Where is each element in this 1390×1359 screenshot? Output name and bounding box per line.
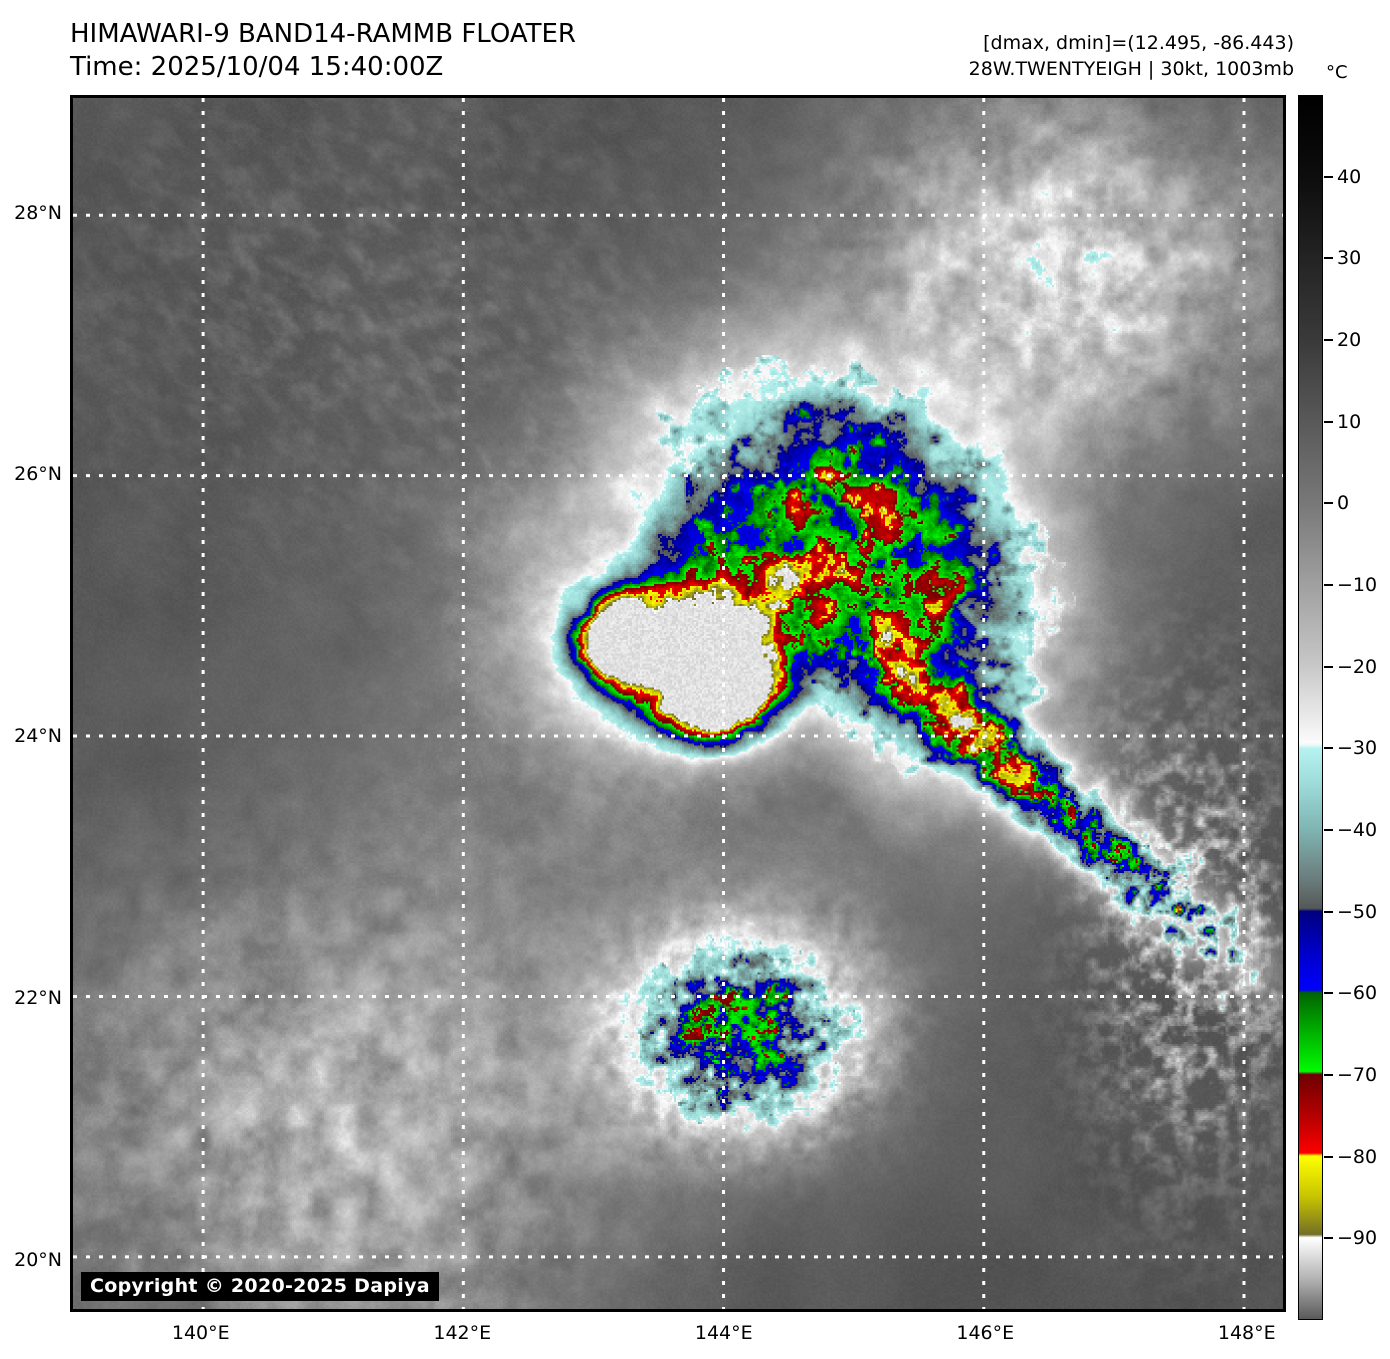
colorbar-tick-label: −50	[1337, 900, 1378, 923]
satellite-image-map[interactable]: Copyright © 2020-2025 Dapiya	[70, 95, 1286, 1312]
timestamp-label: Time: 2025/10/04 15:40:00Z	[70, 52, 444, 82]
colorbar-tick-mark	[1324, 420, 1333, 423]
dmax-dmin-label: [dmax, dmin]=(12.495, -86.443)	[983, 32, 1294, 54]
header-metadata-block: [dmax, dmin]=(12.495, -86.443) 28W.TWENT…	[734, 30, 1294, 82]
colorbar-tick-label: −30	[1337, 737, 1378, 760]
colorbar-tick-mark	[1324, 1237, 1333, 1240]
lon-tick-label: 146°E	[956, 1322, 1015, 1344]
colorbar-gradient	[1298, 95, 1323, 1320]
lat-tick-label: 20°N	[14, 1248, 62, 1271]
lon-tick-label: 142°E	[433, 1322, 492, 1344]
colorbar-tick-mark	[1324, 584, 1333, 586]
colorbar-tick-label: −20	[1337, 655, 1378, 678]
colorbar-tick-mark	[1324, 502, 1333, 505]
lon-tick-label: 148°E	[1217, 1322, 1276, 1344]
colorbar-tick-label: 30	[1337, 247, 1362, 270]
satellite-imagery-canvas	[73, 98, 1283, 1309]
colorbar-tick-mark	[1324, 665, 1333, 668]
colorbar-tick-mark	[1324, 747, 1333, 750]
colorbar-tick-mark	[1324, 257, 1333, 260]
colorbar-tick-mark	[1324, 910, 1333, 913]
colorbar-tick-label: 40	[1337, 165, 1362, 188]
lat-tick-label: 22°N	[14, 986, 62, 1009]
colorbar-tick-mark	[1324, 175, 1333, 178]
header-title-block: HIMAWARI-9 BAND14-RAMMB FLOATER Time: 20…	[70, 18, 870, 84]
colorbar-tick-label: −60	[1337, 982, 1378, 1005]
lat-tick-label: 28°N	[14, 201, 62, 224]
storm-info-label: 28W.TWENTYEIGH | 30kt, 1003mb	[968, 58, 1294, 80]
lat-tick-label: 24°N	[14, 725, 62, 748]
colorbar-tick-label: −10	[1337, 574, 1378, 596]
colorbar-tick-label: −40	[1337, 819, 1378, 841]
colorbar-tick-label: −70	[1337, 1064, 1378, 1086]
colorbar-tick-label: −90	[1337, 1227, 1378, 1250]
colorbar-tick-label: 0	[1337, 492, 1350, 515]
colorbar-tick-mark	[1324, 992, 1333, 995]
colorbar: 40 30 20 10 0 −10 −20 −30 −40 −50 −60 −70 −80 −90	[1298, 95, 1377, 1320]
copyright-banner: Copyright © 2020-2025 Dapiya	[81, 1272, 439, 1301]
colorbar-tick-mark	[1324, 829, 1333, 831]
lat-tick-label: 26°N	[14, 463, 62, 486]
colorbar-tick-mark	[1324, 1155, 1333, 1158]
colorbar-tick-label: 20	[1337, 329, 1362, 351]
colorbar-tick-label: −80	[1337, 1145, 1378, 1168]
colorbar-tick-mark	[1324, 339, 1333, 341]
page-title: HIMAWARI-9 BAND14-RAMMB FLOATER	[70, 19, 576, 49]
lon-tick-label: 140°E	[171, 1322, 230, 1344]
lon-tick-label: 144°E	[694, 1322, 753, 1344]
colorbar-tick-mark	[1324, 1074, 1333, 1076]
colorbar-tick-label: 10	[1337, 410, 1362, 433]
colorbar-unit-label: °C	[1326, 62, 1348, 83]
